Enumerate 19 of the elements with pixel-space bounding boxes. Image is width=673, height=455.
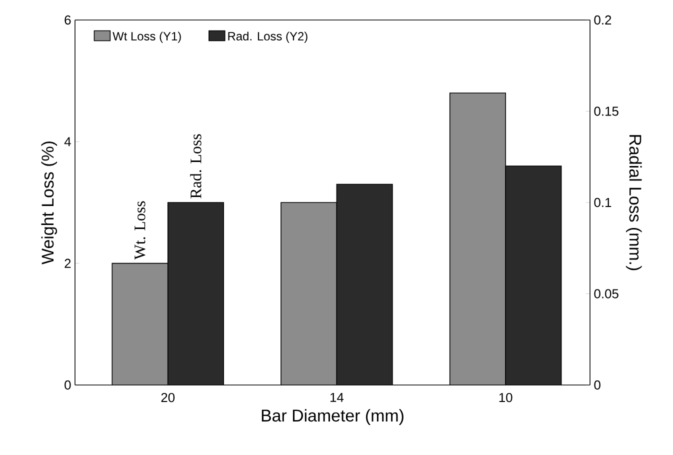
x-tick-label: 20 bbox=[161, 392, 175, 402]
y2-axis-title: Radial Loss (mm.) bbox=[626, 135, 642, 270]
x-tick-label: 10 bbox=[499, 392, 512, 402]
x-axis-title: Bar Diameter (mm) bbox=[262, 409, 404, 425]
y-tick-label: 2 bbox=[64, 258, 71, 268]
y2-tick-label: 0.2 bbox=[594, 15, 612, 25]
y-axis-title: Weight Loss (%) bbox=[41, 142, 58, 264]
y2-tick-label: 0.1 bbox=[594, 198, 612, 208]
y2-tick-label: 0.05 bbox=[594, 289, 618, 298]
annotation: Rad. Loss bbox=[190, 134, 202, 198]
legend-label: Wt Loss (Y1) bbox=[112, 32, 181, 43]
annotation: Wt. Loss bbox=[134, 201, 146, 260]
legend-label: Rad. Loss (Y2) bbox=[228, 32, 308, 43]
y-tick-label: 0 bbox=[64, 380, 71, 390]
y-tick-label: 4 bbox=[64, 137, 71, 146]
y2-tick-label: 0 bbox=[594, 380, 600, 390]
y2-tick-label: 0.15 bbox=[594, 106, 618, 116]
y-tick-label: 6 bbox=[64, 15, 71, 25]
x-tick-label: 14 bbox=[330, 392, 344, 402]
